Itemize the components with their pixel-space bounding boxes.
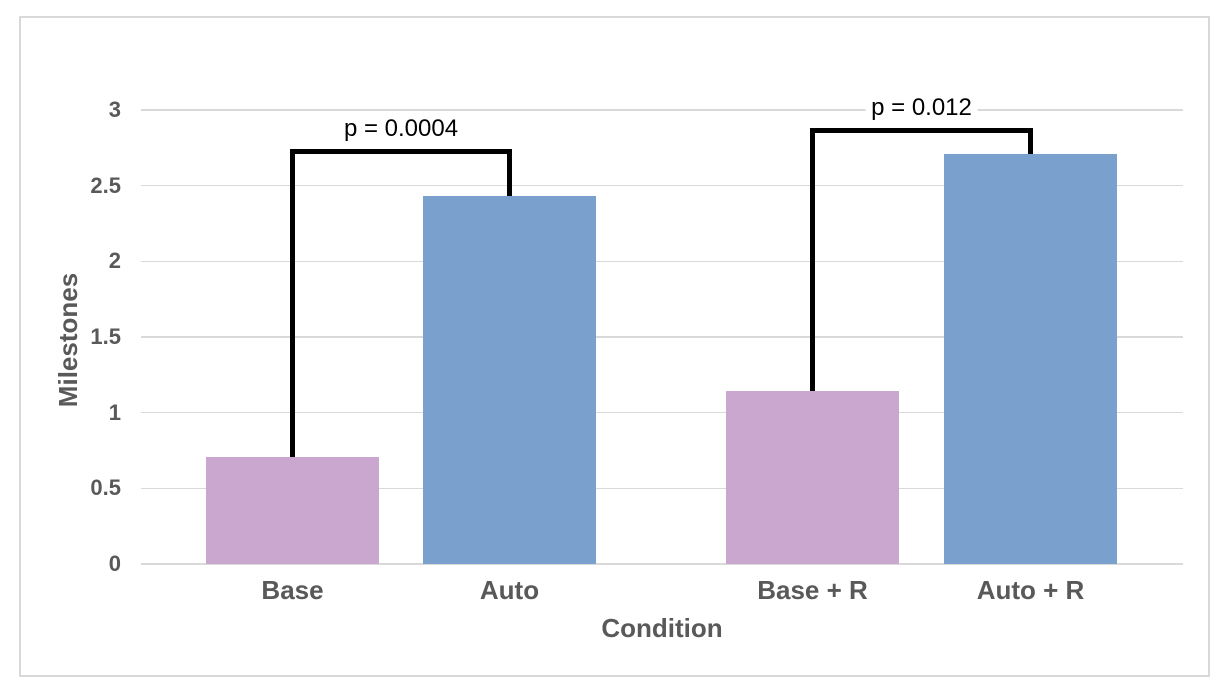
y-axis-tick-label: 0.5	[90, 475, 121, 501]
gridline	[141, 109, 1183, 111]
bar-auto	[423, 196, 596, 564]
x-axis-category-label: Base	[261, 575, 324, 605]
y-axis-tick-label: 1.5	[90, 324, 121, 349]
gridline	[141, 336, 1183, 338]
y-axis-tick-label: 2	[108, 248, 121, 274]
x-axis-category-label: Base + R	[757, 575, 868, 605]
significance-bracket-right-arm	[507, 149, 512, 197]
gridline	[141, 487, 1183, 490]
significance-bracket-top	[290, 149, 512, 155]
x-axis-title: Condition	[601, 613, 723, 643]
significance-bracket-left-arm	[290, 149, 295, 457]
y-axis-tick-label: 1	[108, 399, 121, 425]
p-value-label: p = 0.0004	[337, 115, 465, 144]
bar-base-r	[726, 391, 899, 564]
y-axis-tick-label: 2.5	[90, 172, 121, 198]
bar-auto-r	[944, 153, 1117, 564]
x-axis-category-label: Auto	[479, 575, 540, 605]
y-axis-tick-label: 3	[108, 97, 121, 122]
significance-bracket-top	[810, 128, 1033, 134]
significance-bracket-left-arm	[810, 128, 815, 392]
gridline	[141, 411, 1183, 414]
p-value-label: p = 0.012	[865, 94, 978, 123]
bar-base	[206, 456, 379, 564]
gridline	[141, 184, 1183, 187]
gridline	[141, 260, 1183, 263]
gridline	[141, 563, 1183, 565]
x-axis-category-label: Auto + R	[976, 575, 1085, 605]
y-axis-tick-label: 0	[108, 551, 121, 576]
significance-bracket-right-arm	[1028, 128, 1033, 154]
y-axis-title: Milestones	[53, 272, 83, 408]
